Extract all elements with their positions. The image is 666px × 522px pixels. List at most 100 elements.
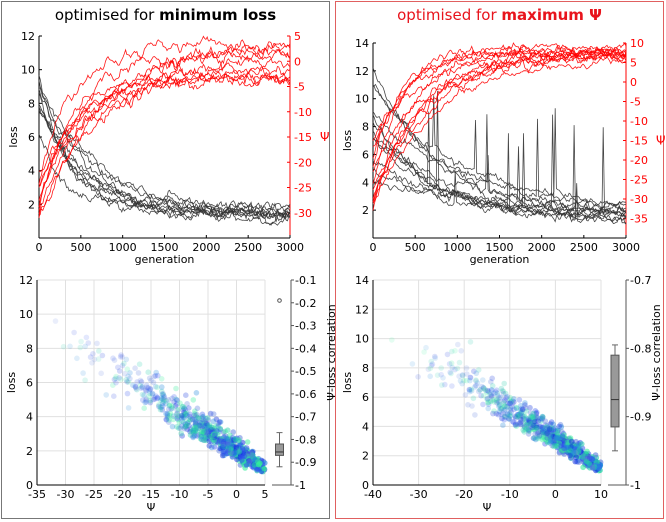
- scatter-point: [539, 416, 545, 422]
- scatter-point: [87, 354, 94, 360]
- scatter-point: [190, 434, 196, 441]
- scatter-point: [219, 452, 226, 459]
- scatter-point: [488, 387, 495, 393]
- scatter-point: [488, 398, 494, 405]
- scatter-point: [518, 409, 524, 416]
- scatter-point: [200, 413, 206, 420]
- y2-tick-label: -25: [294, 182, 312, 195]
- scatter-point: [517, 420, 523, 426]
- scatter-point: [522, 402, 528, 408]
- scatter-point: [533, 424, 540, 431]
- scatter-point: [91, 356, 98, 363]
- series-loss-line: [372, 127, 627, 217]
- scatter-point: [174, 415, 180, 422]
- scatter-point: [184, 426, 190, 433]
- scatter-point: [140, 397, 146, 403]
- scatter-point: [190, 428, 197, 435]
- scatter-point: [556, 432, 563, 438]
- scatter-point: [516, 397, 523, 403]
- scatter-point: [516, 414, 522, 420]
- scatter-point: [95, 356, 102, 362]
- scatter-point: [555, 437, 562, 443]
- scatter-point: [528, 420, 534, 427]
- x-tick-label: -20: [114, 488, 132, 501]
- scatter-point: [146, 393, 152, 400]
- scatter-point: [502, 406, 509, 413]
- scatter-point: [552, 440, 558, 446]
- scatter-point: [193, 390, 200, 396]
- scatter-point: [224, 427, 231, 434]
- scatter-point: [505, 415, 512, 422]
- scatter-point: [520, 420, 527, 427]
- scatter-point: [515, 411, 522, 418]
- scatter-point: [211, 444, 218, 450]
- panel-maximum-psi: optimised for maximum Ψ: [335, 1, 664, 519]
- y2-tick-label: -15: [294, 131, 312, 144]
- scatter-point: [557, 441, 563, 448]
- scatter-point: [561, 435, 567, 441]
- y2-tick-label: 5: [294, 30, 301, 43]
- scatter-point: [559, 433, 566, 440]
- scatter-point: [446, 361, 453, 367]
- scatter-point: [123, 356, 130, 363]
- scatter-point: [532, 408, 539, 414]
- y-tick-label: 2: [26, 445, 33, 458]
- scatter-point: [181, 409, 187, 416]
- scatter-point: [482, 387, 489, 394]
- scatter-point: [480, 392, 487, 399]
- y2-tick-label: -25: [630, 174, 648, 187]
- scatter-point: [493, 410, 500, 417]
- scatter-point: [203, 420, 210, 427]
- scatter-point: [147, 386, 154, 393]
- x-tick-label: 10: [594, 488, 608, 501]
- scatter-point: [480, 401, 486, 408]
- scatter-point: [507, 413, 513, 419]
- scatter-point: [551, 431, 557, 437]
- scatter-point: [457, 378, 464, 384]
- scatter-point: [550, 439, 556, 445]
- scatter-point: [201, 423, 208, 430]
- scatter-point: [213, 433, 219, 439]
- scatter-point: [527, 404, 533, 411]
- scatter-point: [432, 355, 439, 361]
- scatter-point: [558, 447, 565, 454]
- series-loss-line: [38, 133, 291, 213]
- scatter-point: [225, 440, 232, 446]
- scatter-point: [520, 427, 526, 433]
- scatter-point: [217, 438, 223, 445]
- scatter-point: [534, 424, 541, 431]
- scatter-point: [110, 355, 116, 362]
- scatter-point: [143, 388, 149, 394]
- scatter-point: [182, 410, 189, 417]
- scatter-point: [199, 419, 205, 425]
- scatter-point: [547, 433, 554, 440]
- scatter-point: [174, 401, 180, 407]
- scatter-point: [452, 366, 458, 373]
- scatter-point: [225, 436, 232, 443]
- scatter-point: [502, 413, 508, 420]
- scatter-point: [546, 432, 552, 439]
- scatter-point: [180, 404, 186, 410]
- scatter-point: [523, 415, 530, 422]
- scatter-point: [190, 424, 197, 430]
- scatter-point: [178, 412, 185, 419]
- scatter-point: [150, 396, 157, 403]
- scatter-point: [552, 442, 558, 449]
- y-tick-label: 2: [28, 198, 35, 211]
- scatter-point: [516, 411, 523, 418]
- scatter-point: [150, 379, 157, 386]
- scatter-point: [154, 384, 160, 391]
- correlation-tick-label: -0.5: [295, 365, 316, 378]
- scatter-point: [495, 399, 501, 405]
- scatter-point: [206, 424, 213, 431]
- scatter-point: [469, 403, 475, 409]
- scatter-point: [203, 437, 210, 444]
- scatter-point: [552, 428, 559, 435]
- scatter-point: [196, 422, 203, 429]
- scatter-point: [181, 405, 187, 412]
- scatter-point: [535, 435, 541, 442]
- scatter-point: [196, 422, 203, 429]
- scatter-point: [409, 361, 416, 367]
- series-loss-line: [372, 111, 627, 207]
- scatter-point: [505, 400, 511, 407]
